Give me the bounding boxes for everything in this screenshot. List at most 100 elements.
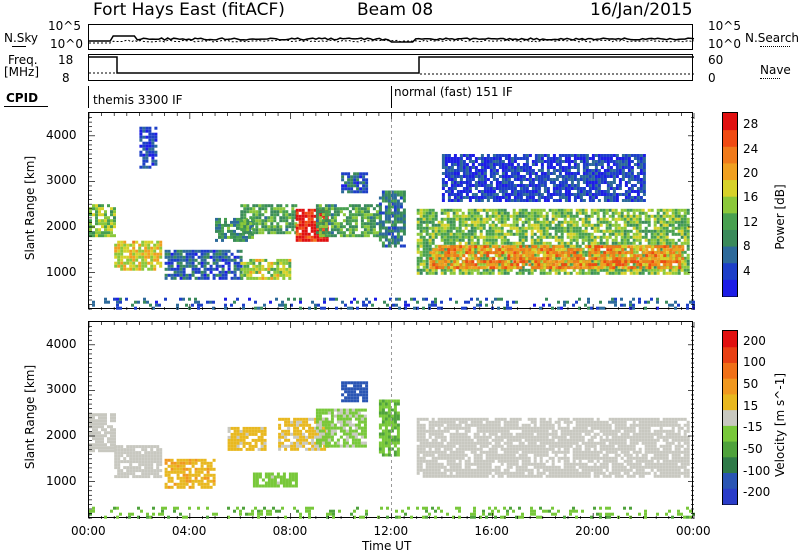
velocity-region-2 [164,458,216,489]
colorbar-swatch [723,262,737,280]
nsearch-label: N.Search [745,31,800,45]
velocity-heatmap [88,322,695,519]
y-tick-label: 2000 [46,428,77,442]
velocity-region-7 [341,381,369,403]
colorbar-tick-label: 12 [743,214,759,229]
x-tick-label: 08:00 [272,524,308,538]
colorbar-swatch [723,362,737,379]
colorbar-tick-label: -100 [743,463,771,478]
nsearch-legend-line [760,46,790,47]
nsky-legend-line [12,46,26,47]
y-tick-label: 4000 [46,127,77,142]
velocity-colorbar-gradient [723,331,737,505]
colorbar-swatch [723,331,737,348]
nave-legend-line [760,78,780,79]
y-tick-label: 3000 [46,173,77,188]
y-tick-label: 1000 [46,264,77,279]
power-region-2 [139,126,158,169]
colorbar-tick-label: 50 [743,377,759,392]
x-axis-label: Time UT [362,539,412,553]
colorbar-tick-label: 16 [743,190,759,205]
power-colorbar [722,112,738,297]
colorbar-tick-label: 8 [743,239,751,254]
x-tick-label: 00:00 [71,524,106,538]
colorbar-swatch [723,146,737,164]
colorbar-tick-label: 15 [743,398,759,413]
colorbar-swatch [723,212,737,230]
velocity-region-9 [416,417,690,478]
freq-tick-bottom: 8 [62,71,70,85]
power-ylabel: Slant Range [km] [23,155,37,261]
power-colorbar-label: Power [dB] [773,184,787,250]
colorbar-swatch [723,113,737,131]
y-tick-label: 3000 [46,382,77,397]
nave-tick-top: 60 [708,53,724,67]
colorbar-tick-label: 28 [743,117,759,132]
power-region-8 [315,204,382,238]
nsky-tick-bottom: 10^0 [50,37,83,51]
freq-tick-top: 18 [58,53,74,67]
nsearch-tick-bottom: 10^0 [708,37,741,51]
colorbar-swatch [723,472,737,489]
nsky-trace [89,35,695,44]
colorbar-tick-label: 200 [743,333,766,348]
nsearch-tick-top: 10^5 [708,19,741,33]
cpid-segment-1: themis 3300 IF [93,93,183,107]
velocity-colorbar-label: Velocity [m s^-1] [773,372,787,478]
nsky-label: N.Sky [4,31,39,45]
freq-unit-label: [MHz] [4,65,40,79]
colorbar-tick-label: 20 [743,166,759,180]
chart-title: Fort Hays East (fitACF) [93,0,285,20]
power-region-1 [114,240,163,271]
velocity-ylabel: Slant Range [km] [23,364,37,470]
x-tick-label: 12:00 [373,524,409,538]
cpid-label: CPID [6,91,39,105]
colorbar-tick-label: 4 [743,263,751,278]
colorbar-swatch [723,441,737,458]
power-region-4 [215,217,254,242]
power-region-13 [441,154,646,202]
velocity-region-4 [252,472,298,488]
colorbar-swatch [723,179,737,197]
y-tick-label: 2000 [46,219,77,233]
colorbar-swatch [723,378,737,395]
x-tick-label: 00:00 [676,524,711,538]
colorbar-swatch [723,488,737,505]
power-panel [88,112,695,310]
velocity-region-10 [89,506,695,519]
colorbar-swatch [723,229,737,247]
power-region-9 [341,172,369,194]
colorbar-tick-label: 24 [743,141,759,156]
cpid-divider-start [88,86,89,108]
power-region-14 [92,297,695,310]
velocity-region-3 [227,426,267,451]
colorbar-swatch [723,196,737,214]
nsky-panel [88,24,695,50]
y-tick-label: 1000 [46,473,77,488]
cpid-segment-2: normal (fast) 151 IF [394,85,513,99]
x-tick-label: 16:00 [474,524,509,538]
nave-tick-bottom: 0 [708,71,716,85]
date-label: 16/Jan/2015 [590,0,693,20]
power-region-3 [164,249,243,280]
power-region-10 [378,190,406,248]
power-region-5 [240,258,292,280]
power-heatmap [88,113,695,310]
beam-label: Beam 08 [357,0,434,20]
velocity-region-1 [114,445,163,479]
cpid-underline [4,106,48,107]
cpid-divider-mid [391,86,392,108]
colorbar-swatch [723,129,737,147]
velocity-panel [88,321,695,519]
velocity-region-6 [315,408,367,448]
freq-label: Freq. [8,53,38,67]
colorbar-swatch [723,409,737,426]
velocity-colorbar [722,330,738,505]
velocity-region-0 [89,413,116,453]
velocity-region-8 [378,399,400,457]
colorbar-swatch [723,393,737,411]
nsky-tick-top: 10^5 [48,19,81,33]
freq-panel [88,54,694,81]
power-colorbar-gradient [723,113,737,297]
x-tick-label: 04:00 [171,524,207,538]
